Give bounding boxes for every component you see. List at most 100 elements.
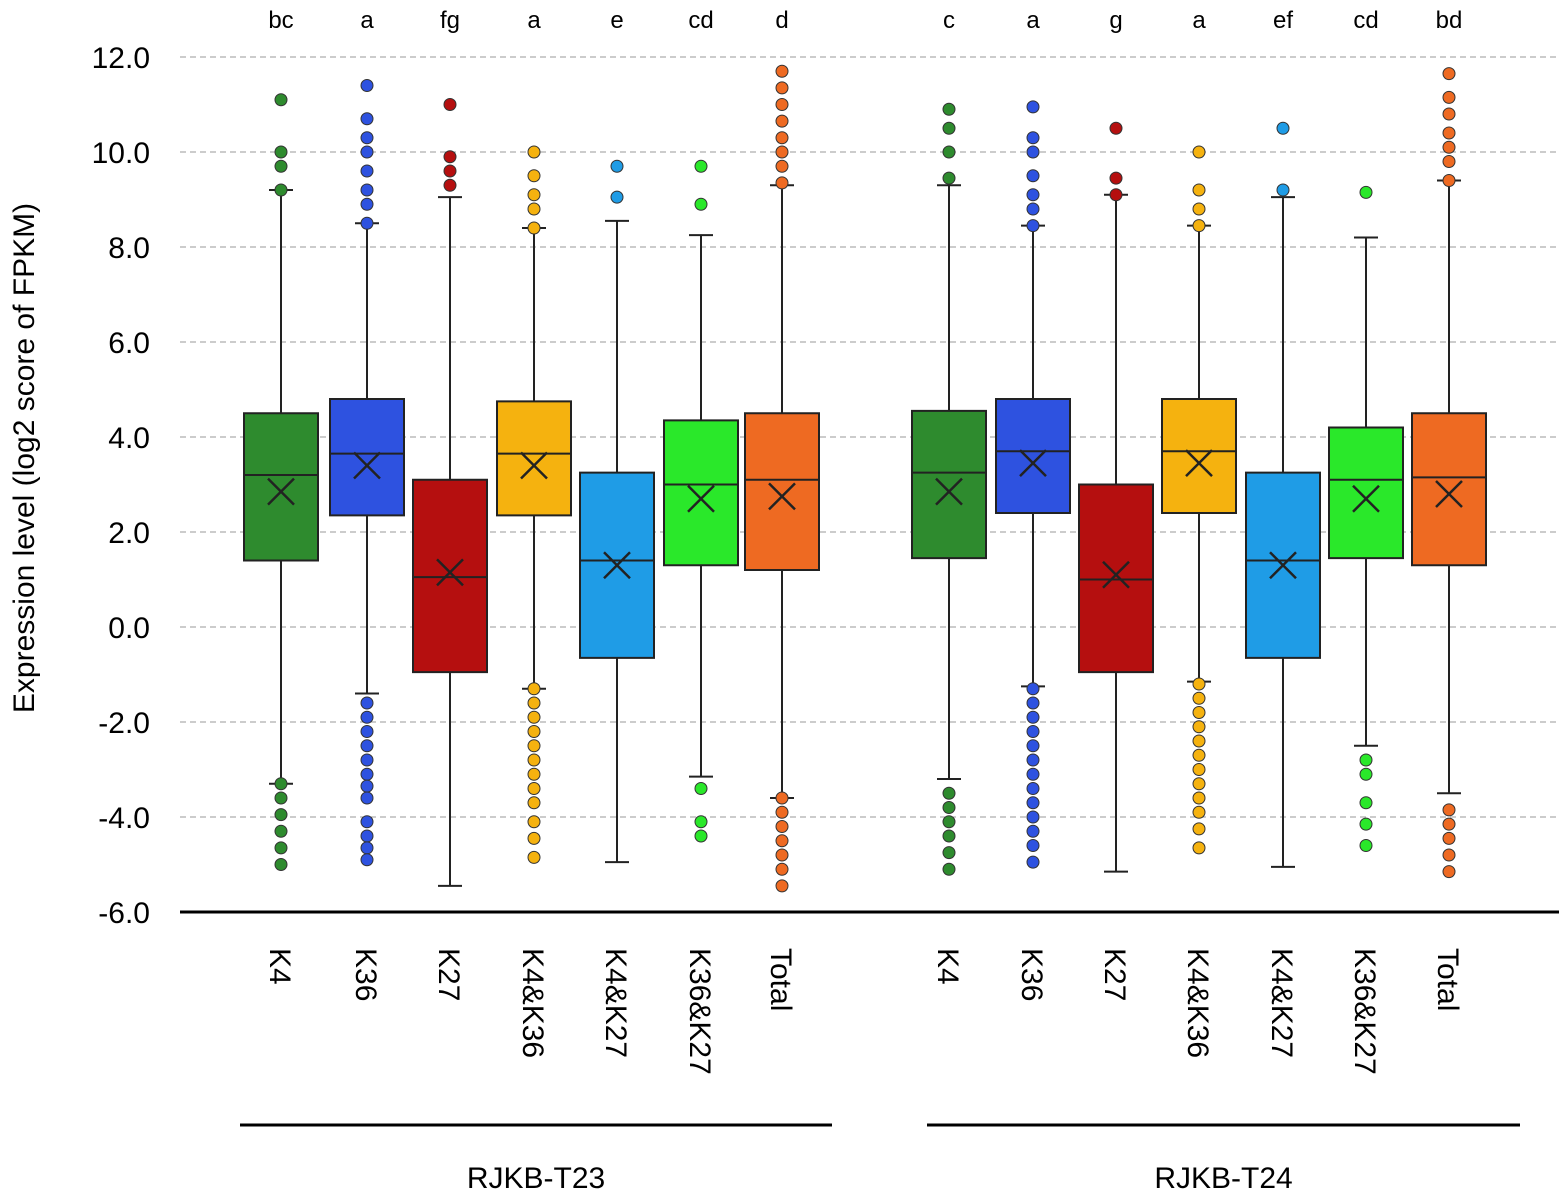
outlier-point [1026,696,1040,710]
outlier-point [1192,841,1206,855]
outlier-point [775,64,789,78]
outlier-point [360,164,374,178]
y-tick-label: 6.0 [108,327,150,360]
outlier-point [274,93,288,107]
outlier-point [694,197,708,211]
significance-label: a [527,7,541,34]
significance-label: a [1026,7,1040,34]
outlier-point [775,848,789,862]
box-k4 [911,102,987,876]
outlier-point [942,102,956,116]
outlier-point [360,79,374,92]
box-iqr [1411,412,1487,567]
box-k36-k27 [663,159,739,843]
box-iqr [1328,426,1404,560]
outlier-point [360,710,374,724]
outlier-point [360,767,374,781]
outlier-point [527,725,541,738]
outlier-point [274,841,288,855]
outlier-point [527,767,541,781]
box-iqr [1161,398,1237,514]
outlier-point [942,801,956,814]
outlier-point [360,829,374,843]
y-tick-label: 0.0 [108,612,150,645]
mean-marker [267,477,295,506]
outlier-point [1442,803,1456,817]
outlier-point [1026,188,1040,202]
outlier-point [942,829,956,843]
significance-label: c [943,7,955,34]
outlier-point [527,739,541,753]
outlier-point [1192,763,1206,776]
outlier-point [527,145,541,159]
box-k27 [412,98,488,887]
category-label: K36&K27 [683,948,716,1075]
outlier-point [527,782,541,795]
box-k4-k36 [1161,145,1237,855]
box-k4-k36 [496,145,572,864]
mean-marker [1352,484,1380,513]
outlier-point [694,782,708,795]
outlier-point [1276,121,1290,135]
outlier-point [360,131,374,145]
category-label: K27 [1098,948,1131,1001]
category-label: Total [764,948,797,1011]
y-tick-label: 2.0 [108,517,150,550]
y-tick-label: 4.0 [108,422,150,455]
box-k36 [329,79,405,867]
box-k4-k27 [1245,121,1321,868]
outlier-point [1192,822,1206,836]
outlier-point [1359,817,1373,831]
significance-label: a [360,7,374,34]
mean-marker [768,482,796,511]
outlier-point [274,791,288,805]
outlier-point [610,190,624,204]
labels: bc K4 a K36 fg K27 a K4&K36 e K4&K27 cd K36&K27 d Tot… [240,7,1520,1195]
outlier-point [1442,107,1456,121]
outlier-point [775,820,789,833]
outlier-point [1192,805,1206,819]
category-label: K4&K36 [516,948,549,1058]
outlier-point [1026,796,1040,810]
mean-marker [520,451,548,480]
outlier-point [775,131,789,145]
mean-marker [436,558,464,587]
outlier-point [775,98,789,111]
outlier-point [775,145,789,159]
box-iqr [412,478,488,674]
outlier-point [1026,100,1040,114]
significance-label: g [1109,7,1122,34]
outlier-point [1442,126,1456,140]
significance-label: d [775,7,788,34]
mean-marker [1185,449,1213,478]
outlier-point [610,159,624,173]
significance-label: bd [1436,7,1463,34]
outlier-point [1026,753,1040,767]
outlier-point [942,171,956,185]
box-k36-k27 [1328,185,1404,852]
outlier-point [1442,140,1456,154]
outlier-point [443,150,457,164]
outlier-point [1359,796,1373,810]
outlier-point [1109,121,1123,135]
outlier-point [274,824,288,838]
outlier-point [527,753,541,767]
category-label: Total [1431,948,1464,1011]
category-label: K27 [432,948,465,1001]
outlier-point [1192,145,1206,159]
outlier-point [1192,720,1206,734]
outlier-point [1026,682,1040,696]
outlier-point [360,815,374,829]
outlier-point [274,777,288,791]
outlier-point [1442,90,1456,104]
outlier-point [1442,174,1456,187]
outlier-point [527,850,541,864]
box-iqr [663,419,739,567]
outlier-point [1026,145,1040,159]
outlier-point [1442,848,1456,862]
outlier-point [1026,169,1040,183]
outlier-point [527,188,541,202]
mean-marker [1019,449,1047,478]
outlier-point [1026,782,1040,795]
box-iqr [995,398,1071,514]
